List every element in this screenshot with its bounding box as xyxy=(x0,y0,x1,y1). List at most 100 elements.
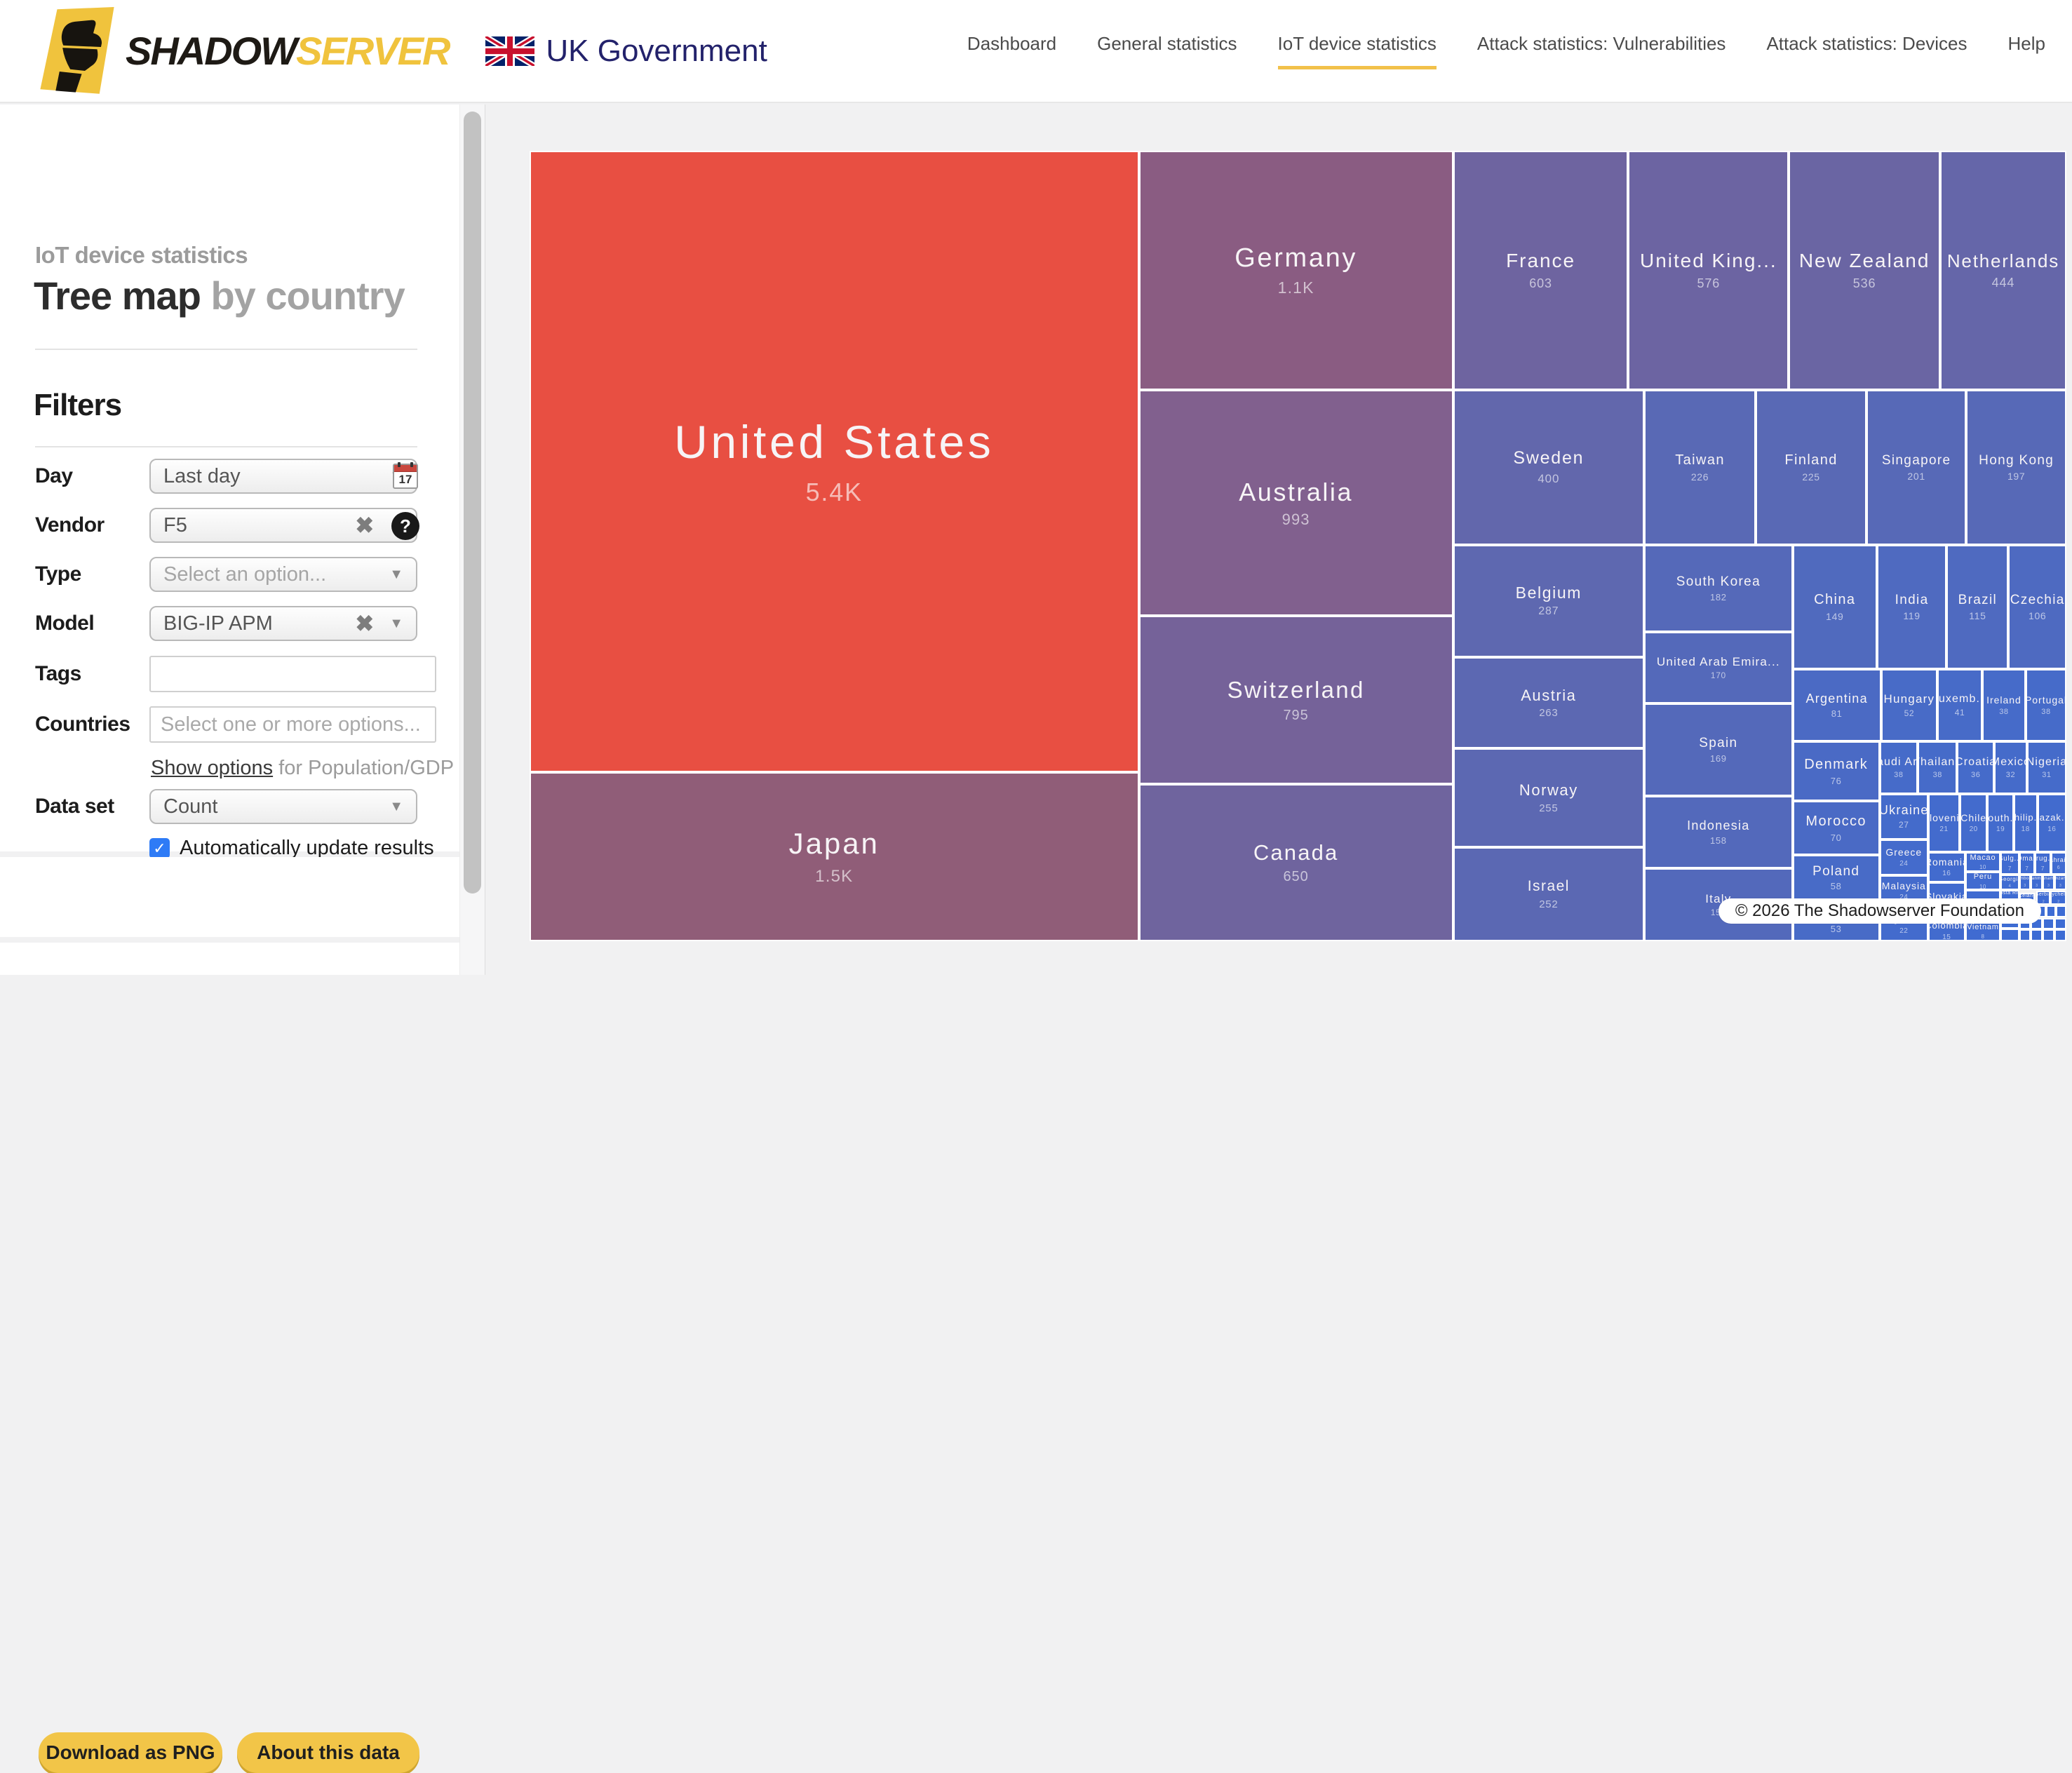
clear-icon[interactable]: ✖ xyxy=(355,513,375,538)
treemap-cell-belgium[interactable]: Belgium 287 xyxy=(1453,544,1644,657)
sidebar-scrollbar-thumb[interactable] xyxy=(464,112,481,894)
treemap-cell[interactable] xyxy=(2046,905,2056,918)
treemap-cell-poland[interactable]: Poland 58 xyxy=(1792,855,1880,901)
treemap-cell-slovenia[interactable]: Slovenia21 xyxy=(1928,793,1960,852)
treemap-cell-israel[interactable]: Israel 252 xyxy=(1453,847,1644,941)
nav-item-attack-statistics-devices[interactable]: Attack statistics: Devices xyxy=(1766,32,1967,54)
treemap-cell-thailand[interactable]: Thailand 38 xyxy=(1918,741,1958,794)
countries-input[interactable] xyxy=(149,706,436,743)
treemap-cell[interactable] xyxy=(2043,918,2055,930)
treemap-cell-bulgaria[interactable]: Bulg... 7 xyxy=(2000,851,2019,875)
treemap-cell-georgia[interactable]: Georgia 4 xyxy=(2000,874,2019,891)
clear-icon[interactable]: ✖ xyxy=(355,611,375,636)
day-select[interactable]: Last day ▼ xyxy=(149,459,417,494)
treemap-cell-mexico[interactable]: Mexico 32 xyxy=(1994,741,2027,794)
treemap-cell-united-arab-emirates[interactable]: United Arab Emira... 170 xyxy=(1643,632,1793,703)
treemap-cell-oman[interactable]: Oman 7 xyxy=(2019,851,2036,875)
treemap-cell-united-kingdom[interactable]: United King... 576 xyxy=(1628,151,1789,391)
nav-item-general-statistics[interactable]: General statistics xyxy=(1097,32,1237,54)
treemap-cell-kazakhstan[interactable]: Kazak... 16 xyxy=(2037,793,2066,852)
treemap-cell-brazil[interactable]: Brazil 115 xyxy=(1946,544,2009,669)
download-png-button[interactable]: Download as PNG xyxy=(39,1732,222,1773)
nav-item-help[interactable]: Help xyxy=(2007,32,2045,54)
vendor-help-icon[interactable]: ? xyxy=(391,512,419,540)
treemap-cell-ireland[interactable]: Ireland 38 xyxy=(1982,668,2026,742)
about-data-button[interactable]: About this data xyxy=(237,1732,419,1773)
treemap-cell-chile[interactable]: Chile 20 xyxy=(1959,793,1988,852)
datepicker-calendar-icon[interactable]: 17 xyxy=(393,462,418,489)
treemap-cell[interactable] xyxy=(2055,905,2066,918)
treemap-cell-switzerland[interactable]: Switzerland 795 xyxy=(1138,616,1453,784)
treemap-cell-spain[interactable]: Spain 169 xyxy=(1643,703,1793,796)
show-options-link[interactable]: Show options xyxy=(151,757,274,779)
treemap-cell-taiwan[interactable]: Taiwan 226 xyxy=(1643,390,1756,545)
treemap-cell-ukraine[interactable]: Ukraine 27 xyxy=(1879,793,1929,840)
vendor-select[interactable]: F5 ✖ ▼ xyxy=(149,508,417,543)
treemap-cell-nigeria[interactable]: Nigeria 31 xyxy=(2026,741,2066,794)
vendor-label: Vendor xyxy=(35,513,105,537)
treemap-cell-argentina[interactable]: Argentina 81 xyxy=(1792,668,1881,742)
uk-government-link[interactable]: UK Government xyxy=(485,34,767,69)
treemap-cell-philippines[interactable]: Philip... 18 xyxy=(2013,793,2038,852)
treemap-cell-greece[interactable]: Greece 24 xyxy=(1879,839,1929,875)
treemap-cell-united-states[interactable]: United States 5.4K xyxy=(530,151,1139,772)
shadowserver-logo[interactable]: SHADOWSERVER xyxy=(39,6,450,95)
treemap-cell-indonesia[interactable]: Indonesia 158 xyxy=(1643,795,1793,869)
treemap-cell-luxembourg[interactable]: Luxemb... 41 xyxy=(1937,668,1982,742)
model-select[interactable]: BIG-IP APM ✖ ▼ xyxy=(149,606,417,641)
treemap-cell[interactable] xyxy=(2031,929,2043,941)
treemap-cell-czechia[interactable]: Czechia 106 xyxy=(2008,544,2066,669)
treemap-cell-norway[interactable]: Norway 255 xyxy=(1453,748,1644,848)
treemap-cell-china[interactable]: China 149 xyxy=(1792,544,1877,669)
sidebar-scrollbar[interactable] xyxy=(459,105,485,975)
treemap-cell-portugal[interactable]: Portugal 38 xyxy=(2025,668,2066,742)
treemap-cell-croatia[interactable]: Croatia 36 xyxy=(1957,741,1995,794)
treemap-cell-panama[interactable]: Panam...3 xyxy=(2043,874,2055,891)
treemap-cell-finland[interactable]: Finland 225 xyxy=(1756,390,1866,545)
treemap-cell-france[interactable]: France 603 xyxy=(1453,151,1629,391)
nav-item-dashboard[interactable]: Dashboard xyxy=(967,32,1057,54)
treemap-cell-south-africa[interactable]: South...19 xyxy=(1987,793,2014,852)
treemap-cell-new-zealand[interactable]: New Zealand 536 xyxy=(1789,151,1940,391)
treemap-cell-vietnam[interactable]: Vietnam 8 xyxy=(1965,921,2001,941)
treemap-cell-uruguay[interactable]: Urug... 7 xyxy=(2035,851,2051,875)
treemap-cell-netherlands[interactable]: Netherlands 444 xyxy=(1939,151,2066,391)
treemap-cell[interactable] xyxy=(2000,928,2019,941)
treemap-cell-australia[interactable]: Australia 993 xyxy=(1138,390,1453,616)
tags-input[interactable] xyxy=(149,656,436,692)
treemap-cell-hungary[interactable]: Hungary 52 xyxy=(1881,668,1938,742)
treemap-cell-sweden[interactable]: Sweden 400 xyxy=(1453,390,1644,545)
treemap-cell-japan[interactable]: Japan 1.5K xyxy=(530,771,1139,941)
treemap-cell-tanzania[interactable]: Tanzan...3 xyxy=(2054,874,2066,891)
treemap-cell-singapore[interactable]: Singapore 201 xyxy=(1866,390,1967,545)
treemap-cell-name: Australia xyxy=(1239,477,1353,506)
auto-update-checkbox[interactable]: ✓ xyxy=(149,838,170,858)
treemap-cell-saudi-arabia[interactable]: Saudi Ar... 38 xyxy=(1879,741,1918,794)
treemap-cell-denmark[interactable]: Denmark 76 xyxy=(1792,741,1880,802)
treemap-cell-cambodia[interactable]: Cambod...3 xyxy=(2019,874,2031,891)
dataset-select[interactable]: Count ▼ xyxy=(149,789,417,824)
treemap-cell-india[interactable]: India 119 xyxy=(1876,544,1947,669)
treemap-cell[interactable] xyxy=(2054,929,2066,941)
treemap-cell-morocco[interactable]: Morocco 70 xyxy=(1792,801,1880,856)
treemap-cell-hong-kong[interactable]: Hong Kong 197 xyxy=(1966,390,2066,545)
treemap-cell[interactable] xyxy=(2043,929,2055,941)
treemap-cell-value: 27 xyxy=(1899,820,1909,830)
treemap-cell-macao[interactable]: Macao 10 xyxy=(1965,851,2001,872)
treemap-cell-canada[interactable]: Canada 650 xyxy=(1138,783,1453,941)
treemap-cell-peru[interactable]: Peru 10 xyxy=(1965,872,2001,891)
treemap-cell-bahrain[interactable]: Bahrai... 6 xyxy=(2050,851,2066,875)
treemap-cell-colombia[interactable]: Colombia 15 xyxy=(1928,920,1965,941)
treemap-cell-myanmar[interactable]: Myanma...3 xyxy=(2031,874,2043,891)
treemap-cell-romania[interactable]: Romania 16 xyxy=(1928,851,1965,882)
treemap-cell[interactable] xyxy=(2054,918,2066,930)
type-select[interactable]: Select an option... ▼ xyxy=(149,557,417,592)
nav-item-iot-device-statistics[interactable]: IoT device statistics xyxy=(1277,33,1437,69)
nav-item-attack-statistics-vulnerabilities[interactable]: Attack statistics: Vulnerabilities xyxy=(1476,32,1726,54)
treemap-cell-seychelles[interactable]: Seychell... 2 xyxy=(2050,891,2066,905)
treemap-cell-austria[interactable]: Austria 263 xyxy=(1453,656,1644,748)
treemap-cell-south-korea[interactable]: South Korea 182 xyxy=(1643,544,1793,632)
treemap-cell-germany[interactable]: Germany 1.1K xyxy=(1138,151,1453,391)
treemap-cell-serbia[interactable]: Serbia 2 xyxy=(2036,891,2051,905)
treemap-cell[interactable] xyxy=(2019,929,2031,941)
